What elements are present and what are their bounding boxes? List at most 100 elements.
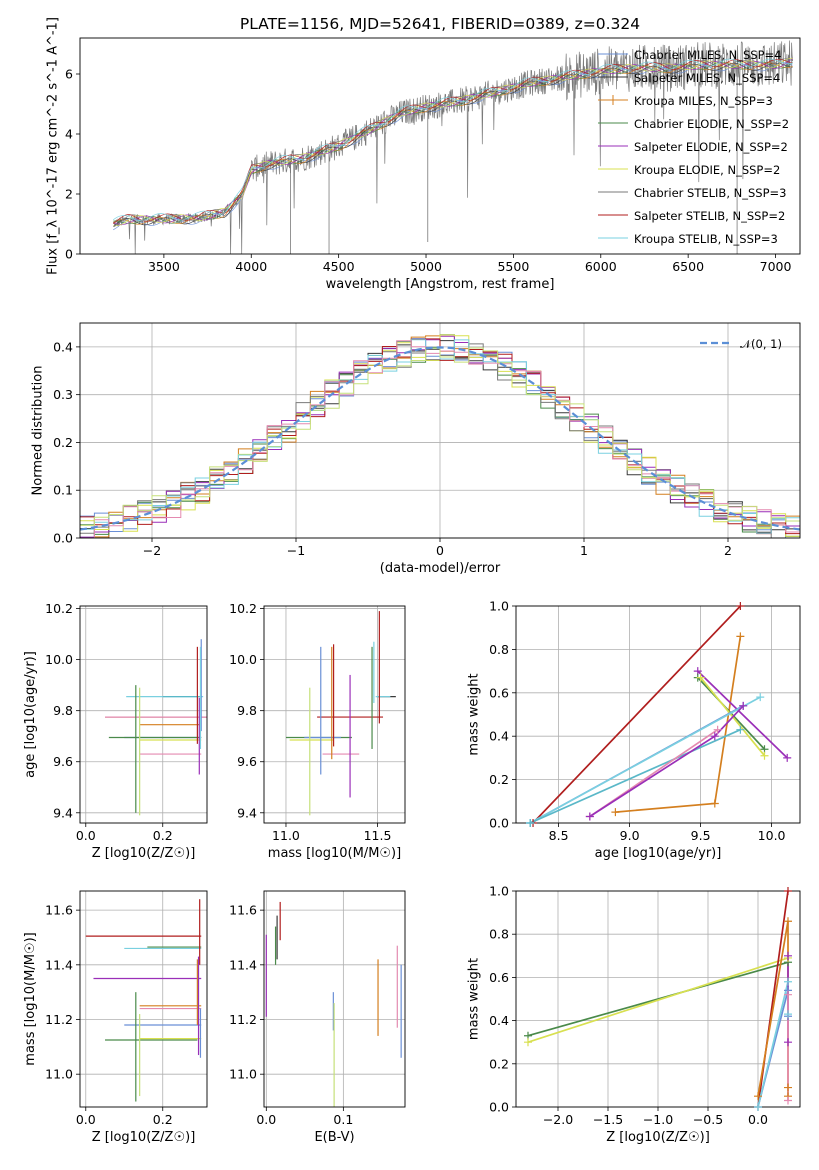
legend-entry: Salpeter MILES, N_SSP=4 xyxy=(634,71,780,85)
x-tick-label: −2 xyxy=(143,543,161,558)
axes-z-age: 0.0 0.2 9.4 9.6 9.8 10.0 10.2 Z [log10(Z/Z☉)] ag… xyxy=(23,601,208,861)
y-tick-label: 6 xyxy=(65,67,73,82)
y-tick-label: 0.0 xyxy=(489,816,509,831)
x-tick-label: 6500 xyxy=(672,259,704,274)
point-marker xyxy=(739,701,748,710)
legend: Chabrier MILES, N_SSP=4 Salpeter MILES, N… xyxy=(598,48,789,246)
y-tick-label: 9.8 xyxy=(237,703,257,718)
y-tick-label: 11.4 xyxy=(229,957,257,972)
point-marker xyxy=(784,977,792,986)
point-marker xyxy=(754,1103,762,1111)
legend: 𝒩(0, 1) xyxy=(700,337,782,351)
legend-entry: 𝒩(0, 1) xyxy=(740,337,782,351)
y-tick-label: 9.4 xyxy=(237,805,257,820)
point-marker xyxy=(784,951,792,960)
axes-frame xyxy=(515,605,801,824)
y-tick-label: 0.4 xyxy=(53,339,73,354)
x-tick-label: 0.0 xyxy=(76,1112,96,1127)
x-tick-label: 0.2 xyxy=(153,1112,173,1127)
series-line xyxy=(532,606,742,823)
y-tick-label: 10.2 xyxy=(229,601,257,616)
y-tick-label: 0.3 xyxy=(53,387,73,402)
model-spectrum xyxy=(112,58,793,222)
x-axis-label: Z [log10(Z/Z☉)] xyxy=(606,1130,710,1145)
x-tick-label: −2.0 xyxy=(543,1112,573,1127)
y-tick-label: 0.4 xyxy=(489,1013,509,1028)
y-tick-label: 0.0 xyxy=(489,1100,509,1115)
y-axis-label: Flux [f_λ 10^-17 erg cm^-2 s^-1 A^-1] xyxy=(46,17,61,275)
y-tick-label: 11.6 xyxy=(45,903,73,918)
model-spectrum xyxy=(113,57,793,227)
plot-area xyxy=(112,40,794,254)
point-marker xyxy=(784,1038,792,1047)
x-tick-label: 7000 xyxy=(760,259,792,274)
y-tick-label: 11.0 xyxy=(45,1067,73,1082)
x-tick-label: 6000 xyxy=(585,259,617,274)
plot-area xyxy=(265,901,402,1107)
model-spectrum xyxy=(113,62,793,231)
y-tick-label: 0 xyxy=(65,247,73,262)
plot-area xyxy=(529,606,788,823)
x-tick-label: −1.5 xyxy=(593,1112,623,1127)
series-line xyxy=(527,957,789,1044)
axes-frame xyxy=(79,605,208,824)
y-tick-label: 0.8 xyxy=(489,642,509,657)
y-tick-label: 9.6 xyxy=(53,754,73,769)
y-tick-label: 0.6 xyxy=(489,970,509,985)
y-axis-label: Normed distribution xyxy=(31,366,46,496)
x-tick-label: 9.0 xyxy=(620,828,640,843)
figure-title: PLATE=1156, MJD=52641, FIBERID=0389, z=0… xyxy=(240,15,640,33)
point-marker xyxy=(784,1010,792,1019)
y-tick-label: 0.0 xyxy=(53,531,73,546)
series-line xyxy=(529,696,761,823)
axes-ebv-mass: 0.0 0.1 11.0 11.2 11.4 11.6 E(B-V) xyxy=(229,890,406,1145)
axes-z-mass: 0.0 0.2 11.0 11.2 11.4 11.6 Z [log10(Z/Z☉)] mas… xyxy=(23,890,208,1145)
x-axis-label: E(B-V) xyxy=(314,1130,354,1145)
x-tick-label: 0.0 xyxy=(76,828,96,843)
point-marker xyxy=(526,819,535,827)
axes-frame xyxy=(263,890,406,1108)
legend-entry: Kroupa ELODIE, N_SSP=2 xyxy=(634,163,780,177)
x-tick-label: 4500 xyxy=(323,259,355,274)
legend-entry: Kroupa STELIB, N_SSP=3 xyxy=(634,232,778,246)
y-axis-label: mass weight xyxy=(467,958,482,1040)
plot-area xyxy=(80,334,800,538)
x-tick-label: −0.5 xyxy=(693,1112,723,1127)
y-tick-label: 11.4 xyxy=(45,957,73,972)
point-marker xyxy=(784,887,792,895)
y-tick-label: 0.2 xyxy=(489,772,509,787)
y-tick-label: 1.0 xyxy=(489,884,509,899)
x-tick-label: 1 xyxy=(580,543,588,558)
x-tick-label: 0.2 xyxy=(153,828,173,843)
x-tick-label: 4000 xyxy=(235,259,267,274)
point-marker xyxy=(783,753,792,762)
point-marker xyxy=(784,990,792,999)
legend-entry: Kroupa MILES, N_SSP=3 xyxy=(634,94,773,108)
y-tick-label: 0.6 xyxy=(489,685,509,700)
point-marker xyxy=(754,1092,762,1101)
x-tick-label: 3500 xyxy=(148,259,180,274)
normal-curve xyxy=(80,346,800,531)
axes-z-massweight: −2.0 −1.5 −1.0 −0.5 0.0 0.0 0.2 0.4 0.6 0.8 1.0 Z [… xyxy=(467,884,801,1145)
point-marker xyxy=(736,602,745,610)
series-line xyxy=(527,961,789,1037)
model-spectrum xyxy=(112,58,793,225)
y-tick-label: 9.6 xyxy=(237,754,257,769)
point-marker xyxy=(760,751,769,760)
point-marker xyxy=(784,1096,792,1105)
series-line xyxy=(529,728,741,823)
series-line xyxy=(697,670,788,759)
y-tick-label: 0.2 xyxy=(489,1056,509,1071)
y-tick-label: 2 xyxy=(65,187,73,202)
x-tick-label: 11.5 xyxy=(364,828,392,843)
y-axis-label: mass weight xyxy=(467,673,482,755)
x-axis-label: mass [log10(M/M☉)] xyxy=(268,846,401,861)
x-tick-label: 5500 xyxy=(497,259,529,274)
histogram-step xyxy=(80,347,800,528)
legend-entry: Chabrier STELIB, N_SSP=3 xyxy=(634,186,786,200)
model-spectrum xyxy=(113,62,793,225)
plot-area xyxy=(105,639,207,816)
y-tick-label: 11.2 xyxy=(229,1012,257,1027)
axes-age-massweight: 8.5 9.0 9.5 10.0 0.0 0.2 0.4 0.6 0.8 1.0 age [log1… xyxy=(467,599,801,861)
